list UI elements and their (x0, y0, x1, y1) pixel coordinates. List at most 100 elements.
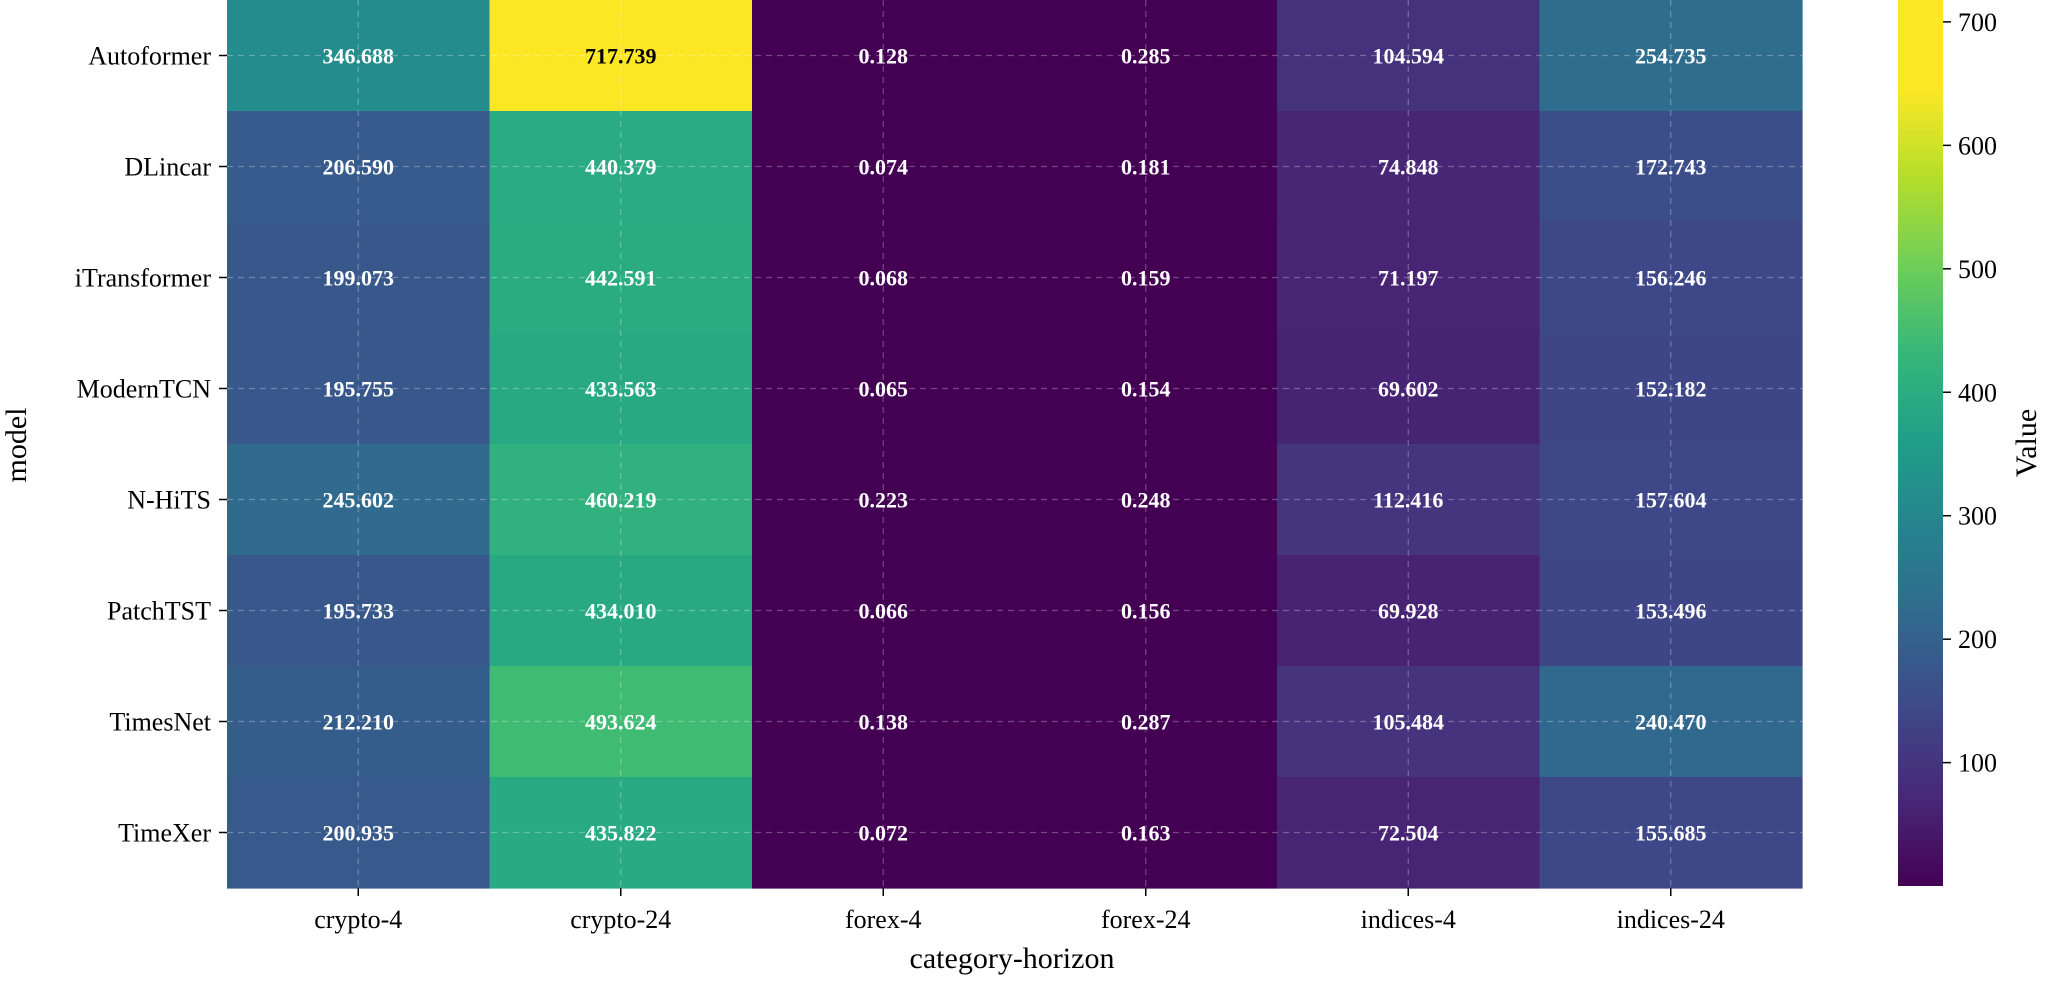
cell-value-label: 74.848 (1378, 155, 1439, 180)
heatmap-cell (1539, 111, 1803, 223)
heatmap-cell (752, 111, 1016, 223)
cell-value-label: 440.379 (585, 155, 657, 180)
cell-value-label: 245.602 (323, 488, 395, 513)
heatmap-cell (1014, 777, 1278, 889)
y-tick-label: TimeXer (118, 819, 211, 848)
heatmap-cell (227, 0, 491, 112)
cell-value-label: 0.248 (1121, 488, 1171, 513)
cell-value-label: 155.685 (1635, 821, 1707, 846)
cell-value-label: 199.073 (323, 266, 395, 291)
cell-value-label: 0.065 (859, 377, 909, 402)
cell-value-label: 69.928 (1378, 599, 1439, 624)
x-tick-label: forex-4 (845, 905, 922, 934)
cell-value-label: 460.219 (585, 488, 657, 513)
y-axis-ticks: Autoformer DLincar iTransformer ModernTCN N-… (75, 42, 227, 848)
cell-value-label: 717.739 (585, 44, 657, 69)
cell-value-label: 152.182 (1635, 377, 1707, 402)
colorbar-tick-label: 400 (1958, 378, 1997, 407)
heatmap-cell (1277, 444, 1541, 556)
heatmap-cell (489, 444, 753, 556)
heatmap-cell (489, 333, 753, 445)
cell-value-label: 105.484 (1373, 710, 1445, 735)
heatmap-cell (227, 555, 491, 667)
heatmap-cell (752, 0, 1016, 112)
heatmap-cell (1539, 777, 1803, 889)
x-axis-ticks: crypto-4 crypto-24 forex-4 forex-24 indices-… (314, 888, 1725, 934)
y-tick-label: PatchTST (107, 597, 211, 626)
heatmap-cells (227, 0, 1803, 889)
heatmap-cell (489, 111, 753, 223)
heatmap-cell (1277, 0, 1541, 112)
y-tick-label: DLincar (124, 153, 211, 182)
heatmap-cell (1014, 0, 1278, 112)
cell-value-label: 0.138 (859, 710, 909, 735)
colorbar (1898, 0, 1943, 886)
y-tick-label: N-HiTS (127, 486, 211, 515)
heatmap-cell (227, 222, 491, 334)
heatmap-cell (1277, 777, 1541, 889)
colorbar-tick-label: 600 (1958, 131, 1997, 160)
colorbar-tick-label: 200 (1958, 625, 1997, 654)
cell-value-label: 0.287 (1121, 710, 1171, 735)
cell-value-label: 0.156 (1121, 599, 1171, 624)
heatmap-cell (1277, 666, 1541, 778)
cell-value-label: 200.935 (323, 821, 395, 846)
colorbar-ticks: 100 200 300 400 500 600 700 (1943, 8, 1997, 778)
cell-value-label: 0.072 (859, 821, 909, 846)
heatmap-cell (1014, 111, 1278, 223)
cell-value-label: 0.285 (1121, 44, 1171, 69)
cell-value-labels: 346.688 717.739 0.128 0.285 104.594 254.735 20… (323, 44, 1707, 846)
cell-value-label: 153.496 (1635, 599, 1707, 624)
cell-value-label: 0.163 (1121, 821, 1171, 846)
heatmap-cell (1539, 333, 1803, 445)
colorbar-tick-label: 700 (1958, 8, 1997, 37)
cell-value-label: 435.822 (585, 821, 657, 846)
cell-value-label: 434.010 (585, 599, 657, 624)
x-tick-label: forex-24 (1101, 905, 1191, 934)
cell-value-label: 346.688 (323, 44, 395, 69)
heatmap-cell (1277, 333, 1541, 445)
grid-lines (227, 0, 1802, 888)
heatmap-cell (1014, 444, 1278, 556)
cell-value-label: 0.074 (859, 155, 909, 180)
cell-value-label: 0.159 (1121, 266, 1171, 291)
y-tick-label: Autoformer (88, 42, 211, 71)
cell-value-label: 0.066 (859, 599, 909, 624)
heatmap-cell (489, 222, 753, 334)
cell-value-label: 240.470 (1635, 710, 1707, 735)
cell-value-label: 172.743 (1635, 155, 1707, 180)
heatmap-cell (227, 111, 491, 223)
cell-value-label: 0.223 (859, 488, 909, 513)
x-axis-title: category-horizon (910, 942, 1115, 975)
heatmap-cell (227, 444, 491, 556)
cell-value-label: 0.154 (1121, 377, 1171, 402)
heatmap-cell (1014, 555, 1278, 667)
heatmap-cell (489, 666, 753, 778)
heatmap-cell (489, 555, 753, 667)
heatmap-cell (752, 555, 1016, 667)
heatmap-cell (1539, 0, 1803, 112)
heatmap-cell (1277, 222, 1541, 334)
cell-value-label: 0.181 (1121, 155, 1171, 180)
colorbar-tick-label: 500 (1958, 255, 1997, 284)
heatmap-cell (1539, 555, 1803, 667)
heatmap-cell (227, 666, 491, 778)
x-tick-label: crypto-4 (314, 905, 402, 934)
colorbar-tick-label: 100 (1958, 749, 1997, 778)
heatmap-cell (752, 777, 1016, 889)
x-tick-label: indices-24 (1617, 905, 1725, 934)
cell-value-label: 0.068 (859, 266, 909, 291)
heatmap-cell (1277, 555, 1541, 667)
heatmap-cell (489, 0, 753, 112)
cell-value-label: 212.210 (323, 710, 395, 735)
cell-value-label: 104.594 (1373, 44, 1445, 69)
cell-value-label: 195.755 (323, 377, 395, 402)
cell-value-label: 69.602 (1378, 377, 1439, 402)
cell-value-label: 112.416 (1373, 488, 1443, 513)
cell-value-label: 195.733 (323, 599, 395, 624)
y-tick-label: TimesNet (109, 708, 211, 737)
y-axis-title: model (0, 408, 33, 483)
cell-value-label: 442.591 (585, 266, 657, 291)
cell-value-label: 71.197 (1378, 266, 1439, 291)
